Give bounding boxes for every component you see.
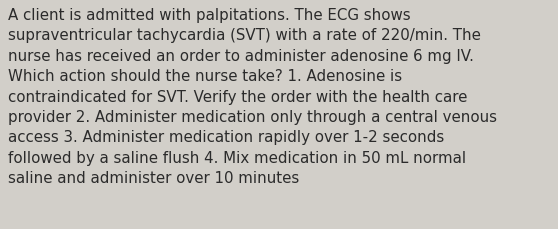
Text: A client is admitted with palpitations. The ECG shows
supraventricular tachycard: A client is admitted with palpitations. … (8, 8, 497, 185)
